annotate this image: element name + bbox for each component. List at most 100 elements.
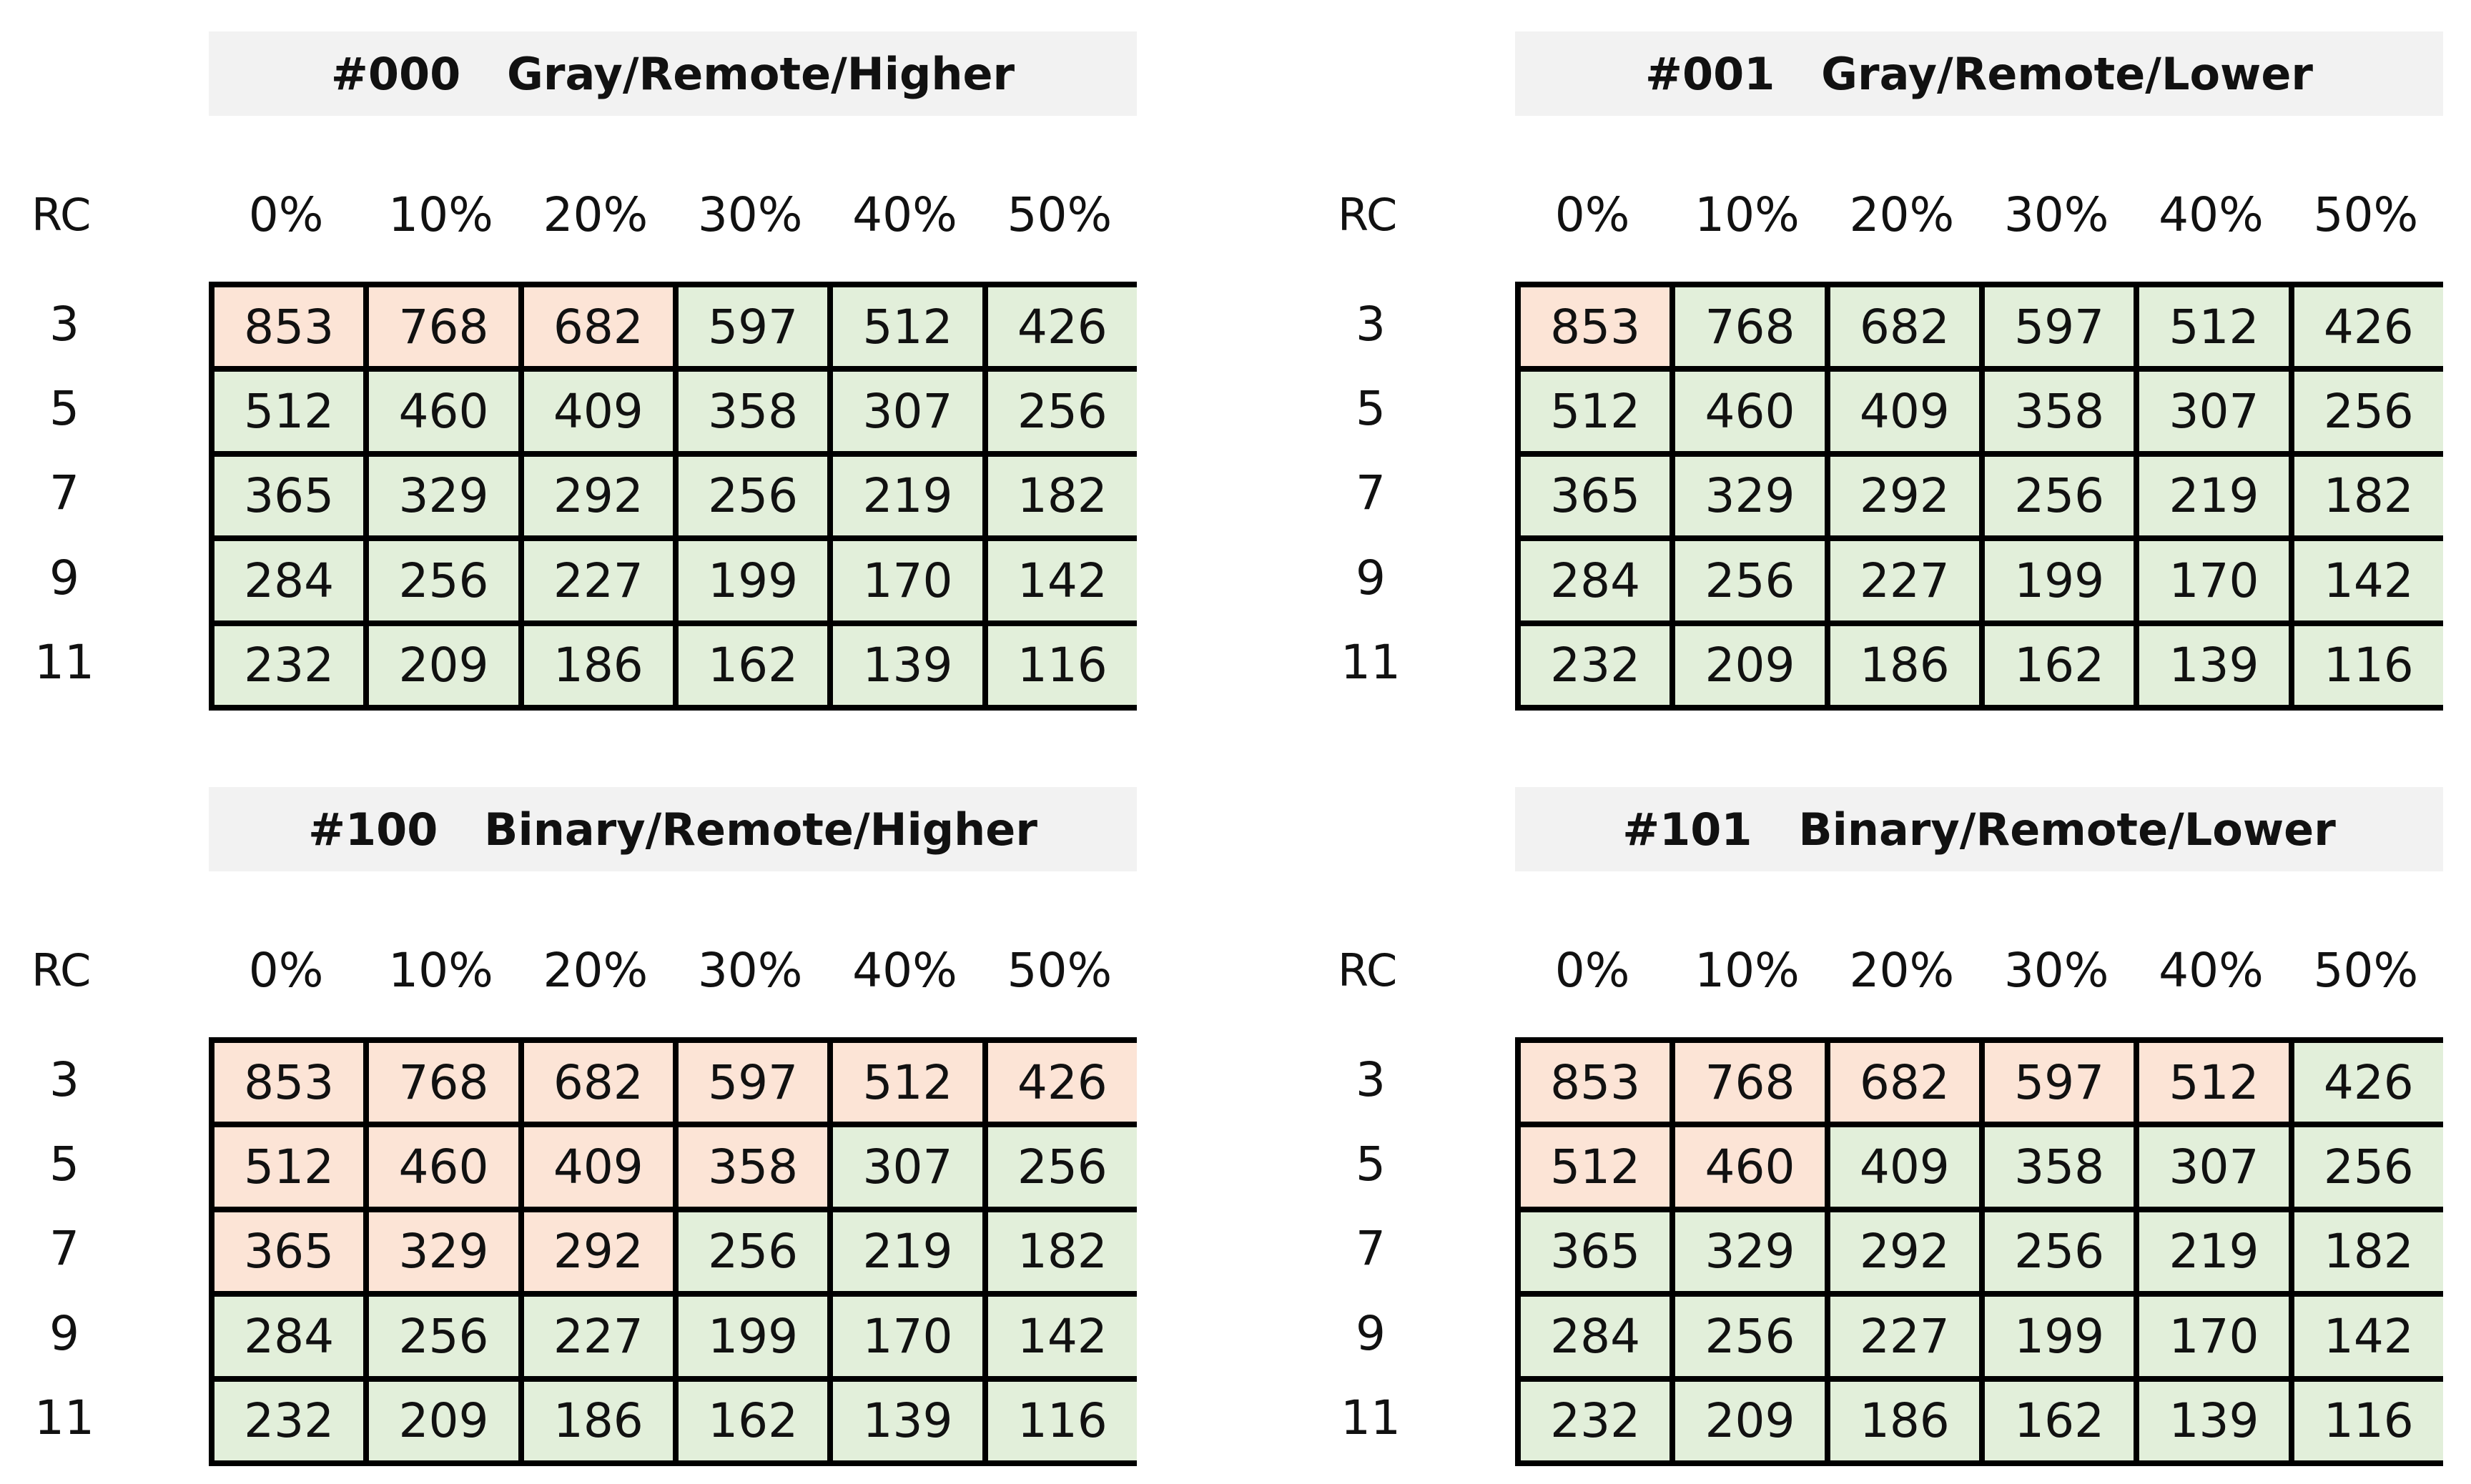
column-header: 0% [248,942,324,998]
row-label: 9 [49,1305,79,1361]
value-cell: 256 [987,1127,1137,1207]
column-header: 40% [852,942,957,998]
column-header: 50% [2313,942,2419,998]
column-header: 40% [2159,942,2264,998]
value-cell: 162 [1985,1381,2134,1460]
value-cell: 512 [214,372,364,451]
value-cell: 256 [679,456,828,536]
value-cell: 170 [833,1297,982,1376]
value-cell: 292 [1830,456,1979,536]
value-cell: 209 [369,625,518,705]
row-label: 11 [1341,1390,1401,1446]
value-grid: 853 768 682 597 512 426 512 460 409 358 307 256 365 3… [209,1037,1137,1466]
row-header: RC [1338,944,1398,996]
column-header: 0% [1554,942,1630,998]
row-header: RC [1338,188,1398,241]
value-cell: 682 [523,1043,673,1122]
value-cell: 219 [2139,456,2289,536]
column-header: 40% [852,187,957,242]
value-cell: 853 [214,1043,364,1122]
column-header: 30% [697,942,803,998]
value-cell: 116 [987,1381,1137,1460]
value-cell: 256 [1985,456,2134,536]
value-cell: 227 [1830,541,1979,620]
value-cell: 597 [679,287,828,367]
row-label: 3 [49,296,79,352]
value-cell: 199 [679,1297,828,1376]
value-cell: 162 [679,1381,828,1460]
column-header: 40% [2159,187,2264,242]
value-cell: 597 [1985,1043,2134,1122]
value-cell: 162 [679,625,828,705]
value-grid: 853 768 682 597 512 426 512 460 409 358 307 256 365 3… [1515,1037,2443,1466]
value-cell: 853 [1521,1043,1670,1122]
value-cell: 460 [369,372,518,451]
value-cell: 199 [1985,541,2134,620]
value-cell: 186 [523,1381,673,1460]
row-label: 9 [1356,550,1386,605]
table-title: #101 Binary/Remote/Lower [1515,787,2443,871]
value-cell: 209 [369,1381,518,1460]
value-cell: 426 [2294,1043,2443,1122]
value-cell: 512 [2139,1043,2289,1122]
value-cell: 768 [1675,1043,1825,1122]
value-cell: 116 [2294,625,2443,705]
value-cell: 426 [987,287,1137,367]
value-cell: 256 [987,372,1137,451]
value-cell: 182 [987,1212,1137,1292]
value-cell: 162 [1985,625,2134,705]
value-cell: 358 [679,1127,828,1207]
row-label: 5 [49,1137,79,1192]
value-cell: 256 [2294,372,2443,451]
value-cell: 307 [833,1127,982,1207]
value-cell: 256 [1675,1297,1825,1376]
value-cell: 358 [1985,372,2134,451]
row-label: 3 [1356,1052,1386,1107]
value-cell: 512 [1521,1127,1670,1207]
value-cell: 292 [1830,1212,1979,1292]
value-cell: 358 [1985,1127,2134,1207]
value-cell: 329 [369,1212,518,1292]
value-grid: 853 768 682 597 512 426 512 460 409 358 307 256 365 3… [209,282,1137,711]
value-cell: 209 [1675,1381,1825,1460]
value-cell: 256 [679,1212,828,1292]
value-cell: 170 [833,541,982,620]
value-cell: 426 [987,1043,1137,1122]
column-header: 0% [1554,187,1630,242]
row-label: 3 [1356,296,1386,352]
value-cell: 409 [523,372,673,451]
value-cell: 256 [369,541,518,620]
column-header: 20% [543,187,648,242]
row-label: 9 [49,550,79,605]
row-header: RC [31,944,92,996]
column-header: 10% [1695,187,1800,242]
table-title: #100 Binary/Remote/Higher [209,787,1137,871]
value-cell: 116 [987,625,1137,705]
column-header: 20% [543,942,648,998]
row-label: 5 [1356,381,1386,437]
value-cell: 139 [833,625,982,705]
value-cell: 682 [1830,1043,1979,1122]
value-cell: 232 [1521,1381,1670,1460]
value-cell: 365 [214,1212,364,1292]
row-label: 3 [49,1052,79,1107]
value-cell: 182 [987,456,1137,536]
value-cell: 142 [987,1297,1137,1376]
column-header: 20% [1849,187,1955,242]
value-cell: 284 [1521,1297,1670,1376]
table-title: #001 Gray/Remote/Lower [1515,31,2443,116]
value-cell: 768 [369,287,518,367]
value-cell: 329 [369,456,518,536]
value-cell: 853 [214,287,364,367]
value-cell: 512 [2139,287,2289,367]
value-cell: 329 [1675,456,1825,536]
value-cell: 292 [523,456,673,536]
value-cell: 232 [1521,625,1670,705]
value-cell: 116 [2294,1381,2443,1460]
row-label: 11 [1341,635,1401,691]
value-cell: 199 [679,541,828,620]
row-header: RC [31,188,92,241]
value-cell: 227 [523,1297,673,1376]
value-cell: 365 [1521,456,1670,536]
column-header: 10% [388,942,493,998]
